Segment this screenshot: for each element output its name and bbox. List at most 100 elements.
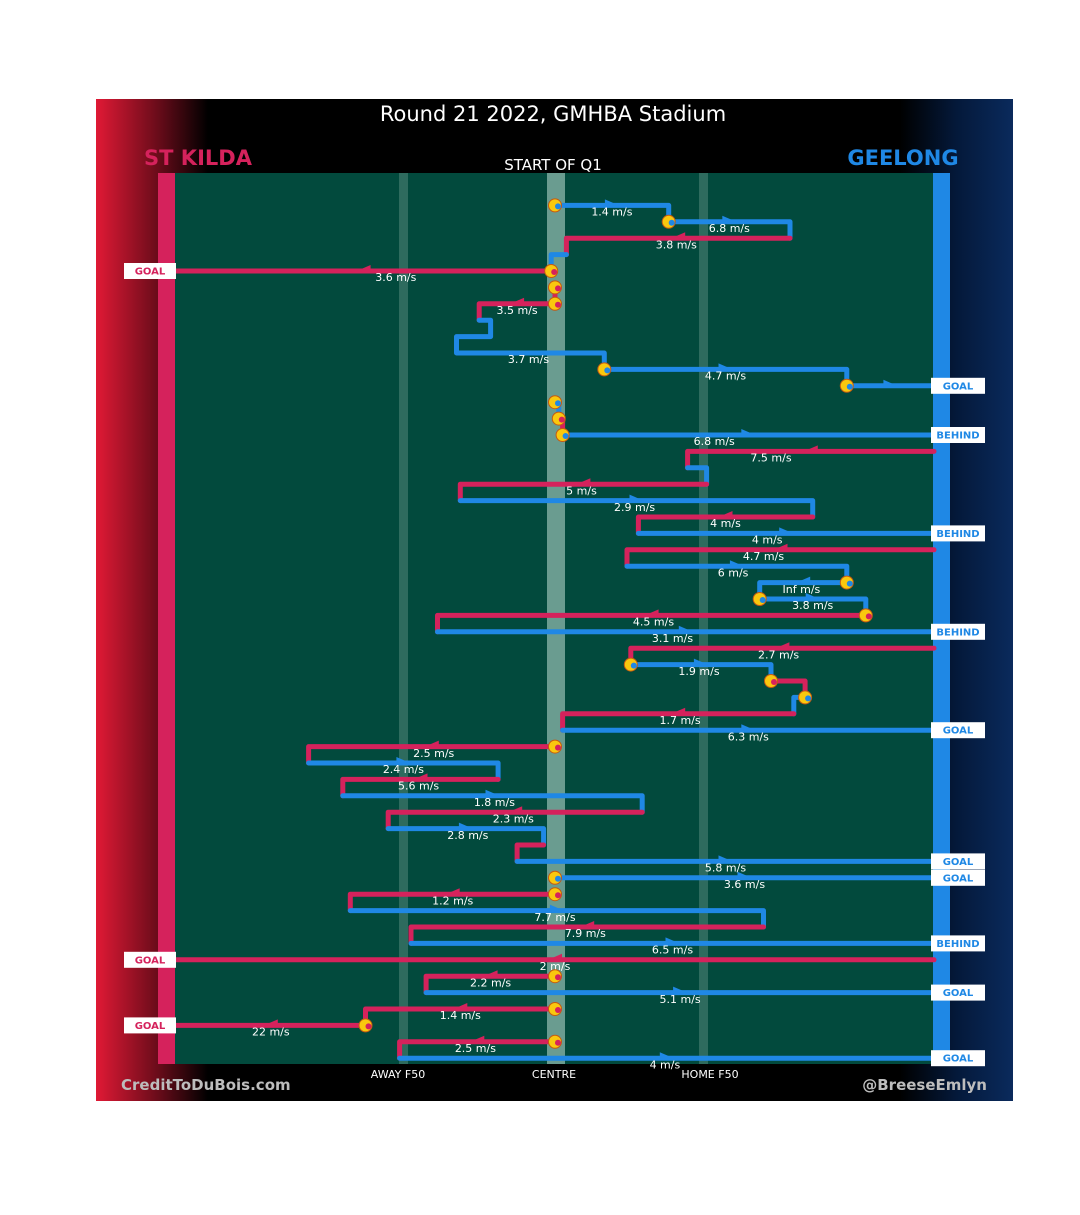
speed-label: 6.8 m/s [694, 435, 735, 448]
chain-stkilda-13 [685, 448, 937, 471]
chain-arrow [678, 625, 693, 634]
outcome-badge [931, 525, 985, 542]
speed-label: 3.6 m/s [724, 878, 765, 891]
outcome-badge [931, 984, 985, 1001]
speed-label: 1.4 m/s [440, 1009, 481, 1022]
stoppage-marker-dot [555, 400, 561, 407]
speed-label: 6 m/s [718, 566, 749, 579]
chain-arrow [510, 297, 525, 306]
chain-arrow [629, 494, 644, 503]
outcome-badge [931, 722, 985, 739]
speed-label: 2.9 m/s [614, 501, 655, 514]
stoppage-marker-dot [555, 892, 561, 899]
outcome-label: GOAL [943, 988, 974, 999]
chain-arrow [549, 904, 564, 913]
chain-arrow [773, 543, 788, 552]
chain-arrow [779, 527, 794, 536]
chain-geelong-36 [385, 826, 547, 848]
chart-title: Round 21 2022, GMHBA Stadium [380, 102, 726, 126]
home-goal-line [933, 173, 950, 1064]
chain-arrow [453, 1003, 468, 1011]
chain-arrow [485, 789, 500, 798]
outcome-label: GOAL [135, 1021, 166, 1032]
away-team-name: ST KILDA [144, 146, 253, 170]
speed-label: Inf m/s [783, 583, 821, 596]
chain-arrows [263, 199, 898, 1061]
speed-label: 3.5 m/s [497, 304, 538, 317]
speed-label: 7.5 m/s [750, 452, 791, 465]
speed-label: 7.9 m/s [565, 927, 606, 940]
chain-stkilda-33 [340, 776, 501, 799]
speed-label: 5.1 m/s [660, 993, 701, 1006]
chain-arrow [718, 855, 733, 864]
chain-geelong-34 [340, 793, 645, 815]
speed-label: 2.4 m/s [383, 763, 424, 776]
chain-arrow [508, 806, 523, 815]
speed-label: 2.5 m/s [455, 1042, 496, 1055]
speed-label: 1.8 m/s [474, 796, 515, 809]
chain-stkilda-37 [514, 842, 547, 864]
stoppage-marker-dot [562, 433, 569, 439]
stoppage-marker-dot [555, 744, 561, 751]
chain-arrow [263, 1019, 278, 1028]
outcome-label: BEHIND [936, 431, 979, 442]
stoppage-marker-dot [555, 1039, 561, 1046]
speed-label: 6.5 m/s [652, 944, 693, 957]
chain-stkilda-23 [435, 612, 869, 635]
speed-label: 5.6 m/s [398, 780, 439, 793]
outcome-label: GOAL [943, 873, 974, 884]
chain-arrow [693, 658, 708, 667]
outcome-badge [931, 935, 985, 952]
speed-label: 4 m/s [650, 1058, 681, 1071]
stoppage-marker-dot [558, 416, 565, 423]
speed-label: 4.7 m/s [705, 370, 746, 383]
outcome-badges: GOAL GOAL BEHIND BEHIND BEHIND GOAL GOAL GOAL BE… [124, 263, 985, 1067]
stoppage-marker-dot [846, 383, 853, 390]
stoppage-marker-dot [555, 285, 561, 292]
speed-label: 6.8 m/s [709, 222, 750, 235]
chain-stkilda-15 [457, 481, 710, 504]
outcome-label: GOAL [135, 267, 166, 278]
chain-stkilda-6 [476, 301, 558, 323]
chain-arrow [673, 986, 688, 995]
chain-stkilda-19 [624, 547, 937, 569]
chain-geelong-7 [454, 317, 607, 372]
chain-arrow [665, 937, 680, 946]
outcome-label: BEHIND [936, 939, 979, 950]
outcome-label: BEHIND [936, 529, 979, 540]
stoppage-markers [358, 198, 873, 1049]
outcome-badge [931, 853, 985, 870]
stoppage-marker-dot [555, 203, 561, 210]
outcome-badge [124, 951, 176, 968]
speed-label: 1.7 m/s [660, 714, 701, 727]
outcome-badge [931, 869, 985, 886]
chain-stkilda-45 [423, 973, 558, 996]
chain-arrow [413, 773, 428, 782]
outcome-label: GOAL [943, 857, 974, 868]
speed-label: 5 m/s [566, 484, 597, 497]
stoppage-marker-dot [555, 301, 561, 308]
chain-arrow [775, 642, 790, 651]
chain-arrow [644, 609, 659, 618]
home-f50-line [699, 173, 708, 1064]
chain-geelong-41 [347, 908, 766, 930]
speed-label: 3.8 m/s [656, 238, 697, 251]
outcome-label: BEHIND [936, 627, 979, 638]
chain-stkilda-49 [397, 1039, 558, 1061]
chain-arrow [576, 478, 591, 487]
axis-label-home-f50: HOME F50 [681, 1068, 738, 1081]
chain-stkilda-29 [560, 711, 797, 733]
speed-label: 3.8 m/s [792, 599, 833, 612]
outcome-badge [931, 427, 985, 443]
outcome-badge [931, 1050, 985, 1067]
chain-arrow [805, 593, 820, 601]
away-f50-line [399, 173, 408, 1064]
possession-chains: 1.4 m/s 6.8 m/s 3.8 m/s 3.6 m/s 3.5 m/s 3.7 m… [124, 198, 985, 1071]
outcome-badge [124, 263, 176, 279]
speed-label: 4 m/s [710, 517, 741, 530]
stoppage-marker-dot [555, 1007, 561, 1013]
right-credit: @BreeseEmlyn [862, 1076, 987, 1094]
chain-arrow [445, 888, 460, 897]
speed-label: 22 m/s [252, 1026, 290, 1039]
